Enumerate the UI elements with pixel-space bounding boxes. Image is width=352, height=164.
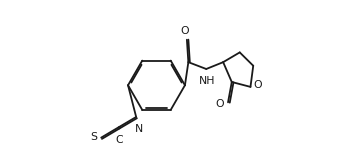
Text: C: C <box>115 135 122 145</box>
Text: NH: NH <box>199 76 215 86</box>
Text: N: N <box>134 124 143 134</box>
Text: O: O <box>181 26 189 36</box>
Text: O: O <box>254 80 262 90</box>
Text: O: O <box>216 99 225 109</box>
Text: S: S <box>90 132 98 142</box>
